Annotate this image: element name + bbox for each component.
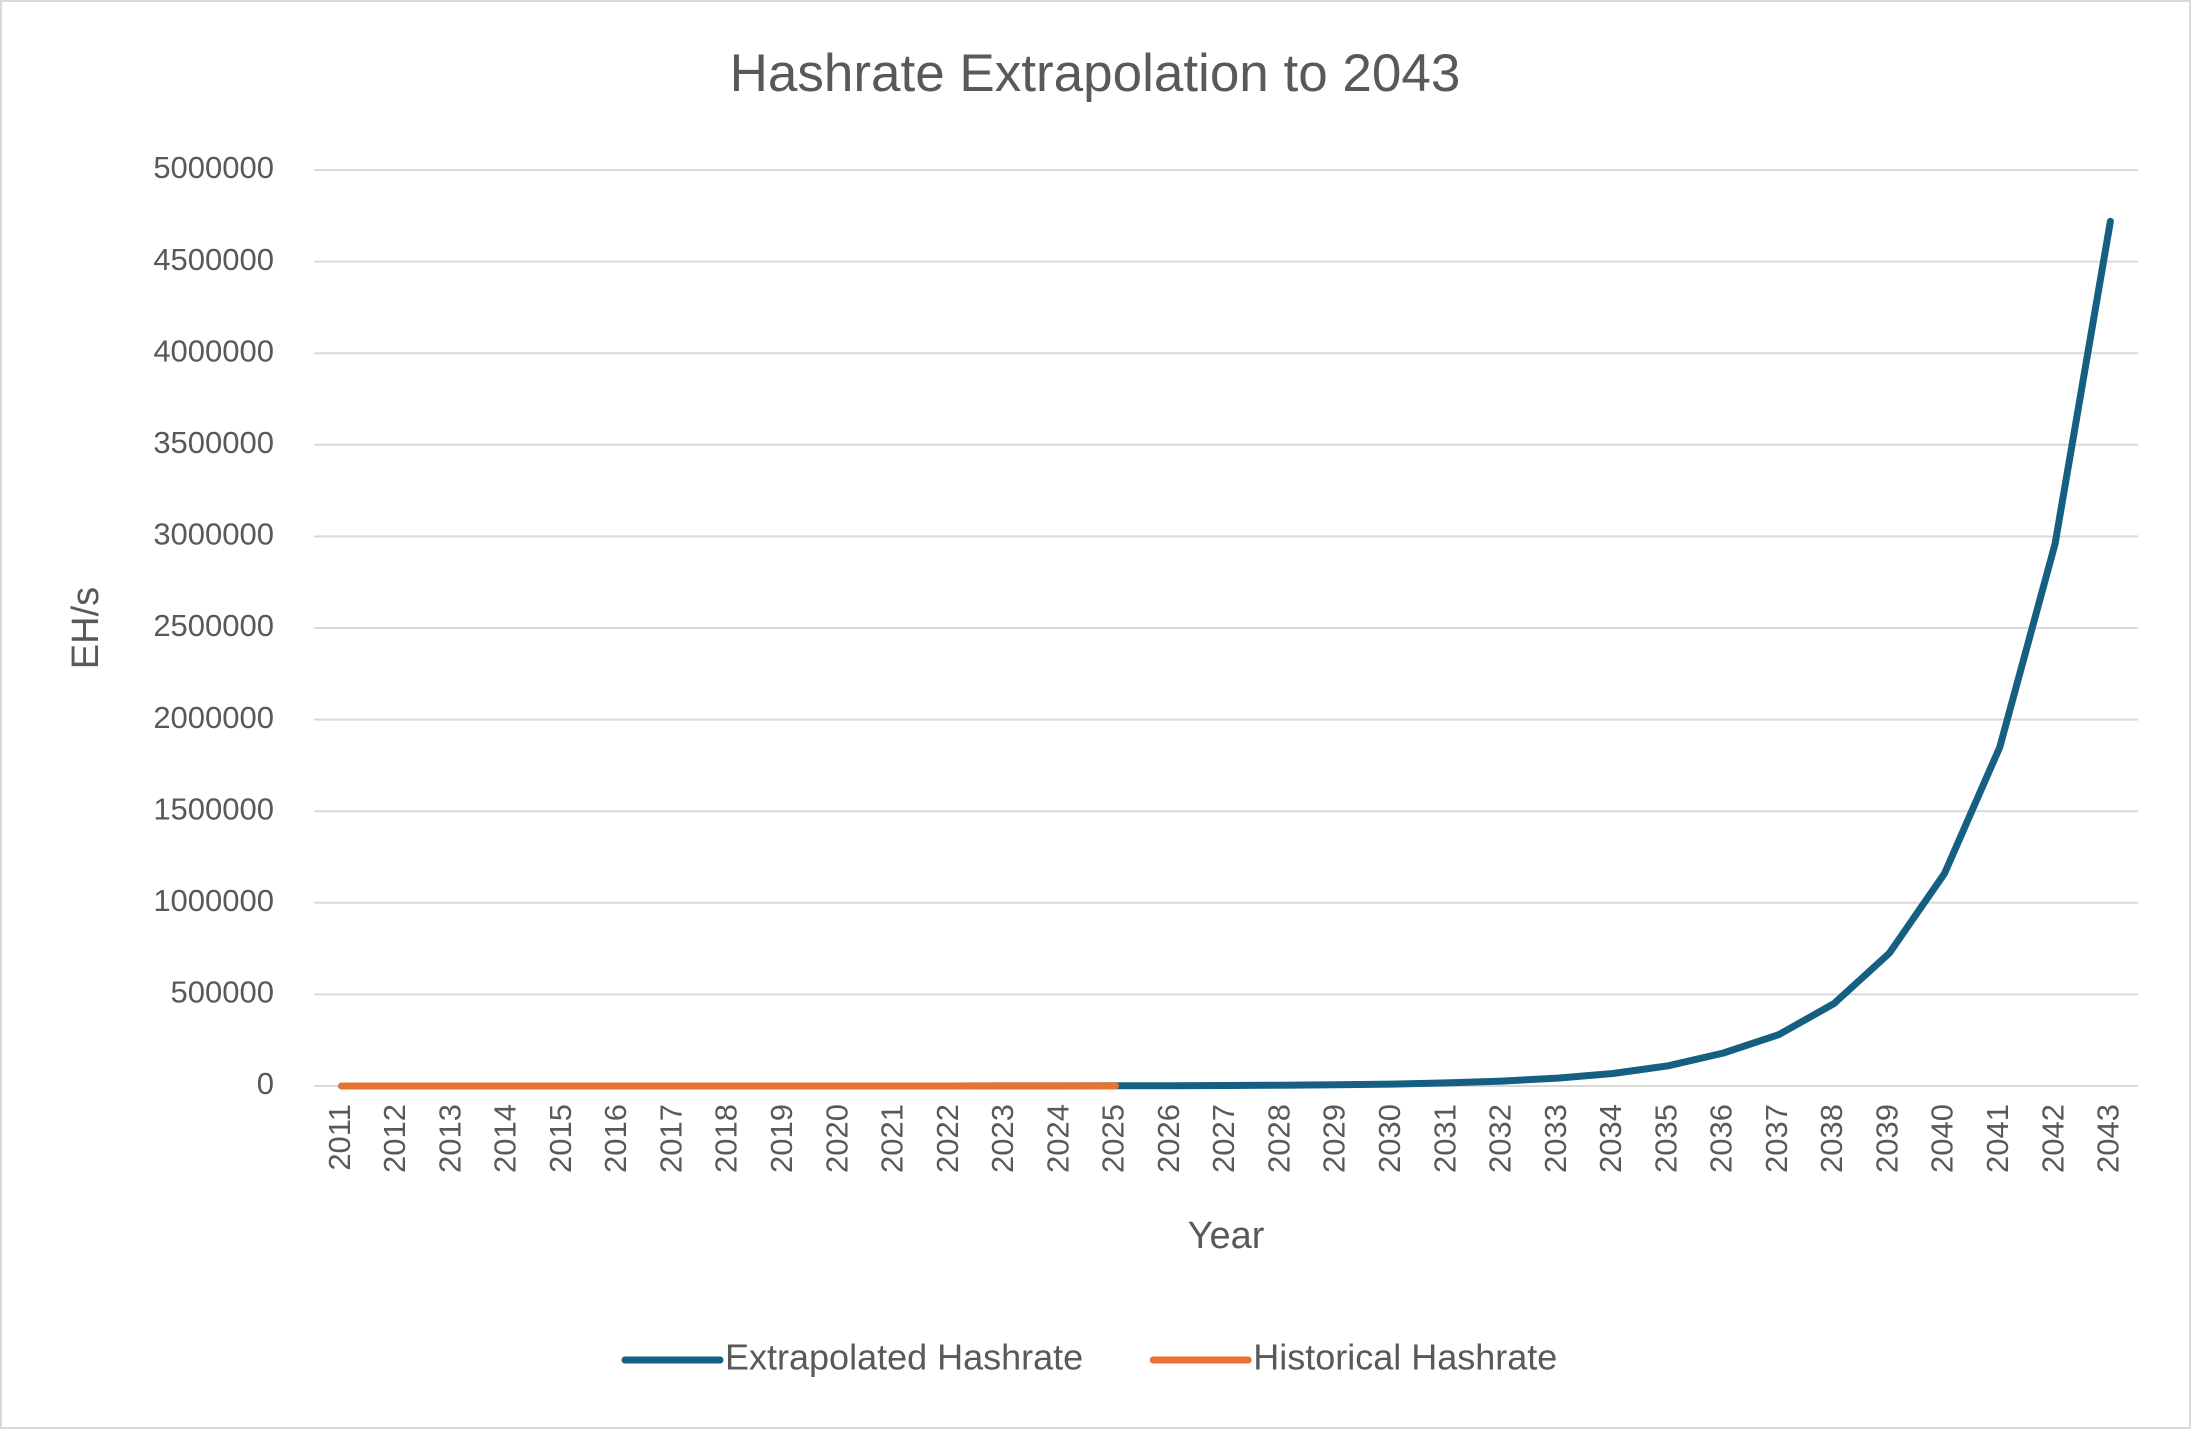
- y-tick-label: 4000000: [153, 333, 274, 368]
- x-tick-label: 2035: [1648, 1104, 1683, 1173]
- legend-label: Historical Hashrate: [1253, 1337, 1557, 1378]
- x-tick-label: 2030: [1372, 1104, 1407, 1173]
- x-tick-label: 2037: [1759, 1104, 1794, 1173]
- y-tick-label: 2500000: [153, 608, 274, 643]
- y-tick-label: 500000: [171, 975, 274, 1010]
- x-tick-label: 2026: [1151, 1104, 1186, 1173]
- x-tick-label: 2011: [322, 1104, 357, 1171]
- y-tick-label: 1000000: [153, 883, 274, 918]
- x-tick-label: 2027: [1206, 1104, 1241, 1173]
- x-tick-label: 2033: [1538, 1104, 1573, 1173]
- chart-title: Hashrate Extrapolation to 2043: [730, 44, 1461, 103]
- x-tick-label: 2032: [1483, 1104, 1518, 1173]
- legend-label: Extrapolated Hashrate: [725, 1337, 1083, 1378]
- y-tick-label: 2000000: [153, 700, 274, 735]
- y-tick-label: 3500000: [153, 425, 274, 460]
- x-tick-label: 2021: [875, 1104, 910, 1173]
- x-tick-label: 2040: [1925, 1104, 1960, 1173]
- y-axis-label: EH/s: [65, 587, 107, 669]
- y-tick-label: 4500000: [153, 242, 274, 277]
- x-tick-label: 2015: [543, 1104, 578, 1173]
- y-tick-label: 1500000: [153, 791, 274, 826]
- x-tick-label: 2042: [2035, 1104, 2070, 1173]
- x-tick-label: 2043: [2091, 1104, 2126, 1173]
- y-tick-label: 0: [257, 1066, 274, 1101]
- x-axis-label: Year: [1188, 1215, 1265, 1257]
- x-tick-label: 2029: [1317, 1104, 1352, 1173]
- x-tick-label: 2024: [1040, 1104, 1075, 1173]
- x-tick-label: 2028: [1261, 1104, 1296, 1173]
- x-tick-label: 2023: [985, 1104, 1020, 1173]
- x-tick-label: 2017: [653, 1104, 688, 1173]
- x-tick-label: 2036: [1704, 1104, 1739, 1173]
- y-tick-label: 3000000: [153, 517, 274, 552]
- x-tick-label: 2039: [1869, 1104, 1904, 1173]
- x-tick-label: 2038: [1814, 1104, 1849, 1173]
- x-tick-label: 2013: [432, 1104, 467, 1173]
- x-tick-label: 2016: [598, 1104, 633, 1173]
- x-tick-label: 2034: [1593, 1104, 1628, 1173]
- x-tick-label: 2012: [377, 1104, 412, 1173]
- x-tick-label: 2031: [1427, 1104, 1462, 1173]
- x-tick-label: 2025: [1096, 1104, 1131, 1173]
- x-tick-label: 2019: [764, 1104, 799, 1173]
- x-tick-label: 2014: [488, 1104, 523, 1173]
- x-tick-label: 2018: [709, 1104, 744, 1173]
- x-tick-label: 2022: [930, 1104, 965, 1173]
- x-tick-label: 2041: [1980, 1104, 2015, 1173]
- y-tick-label: 5000000: [153, 150, 274, 185]
- x-tick-label: 2020: [819, 1104, 854, 1173]
